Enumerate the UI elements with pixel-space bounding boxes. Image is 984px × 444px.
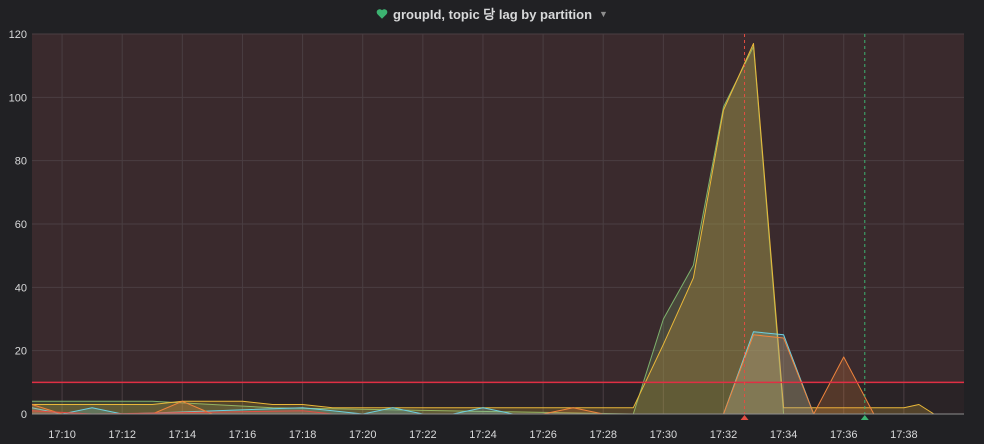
x-tick-label: 17:10 [48, 429, 76, 441]
x-tick-label: 17:38 [890, 429, 918, 441]
x-tick-label: 17:20 [349, 429, 377, 441]
y-tick-label: 20 [15, 346, 27, 358]
y-tick-label: 80 [15, 156, 27, 168]
y-tick-label: 60 [15, 219, 27, 231]
series-area-1 [32, 43, 934, 414]
lag-chart: 0 20 40 60 80 100 120 17:10 17:12 17:14 17:16 17:18… [9, 29, 964, 441]
y-tick-label: 0 [21, 409, 27, 421]
series-line-1 [32, 43, 935, 415]
heart-icon [376, 7, 388, 19]
x-tick-label: 17:22 [409, 429, 437, 441]
x-tick-label: 17:30 [650, 429, 678, 441]
chevron-down-icon[interactable]: ▼ [599, 8, 608, 19]
x-tick-label: 17:12 [108, 429, 136, 441]
x-tick-label: 17:24 [469, 429, 497, 441]
annotation-marker-0 [740, 415, 749, 420]
x-tick-label: 17:36 [830, 429, 858, 441]
y-tick-label: 120 [9, 29, 27, 41]
x-tick-label: 17:26 [529, 429, 557, 441]
x-tick-label: 17:18 [289, 429, 317, 441]
y-tick-label: 100 [9, 92, 27, 104]
x-tick-label: 17:32 [710, 429, 738, 441]
series-area-3 [32, 334, 934, 414]
threshold-fill [32, 34, 964, 383]
x-tick-label: 17:34 [770, 429, 798, 441]
series-area-0 [32, 46, 934, 414]
x-tick-label: 17:28 [589, 429, 617, 441]
panel-header[interactable]: groupId, topic 당 lag by partition ▼ [0, 0, 984, 26]
series-area-2 [32, 331, 934, 414]
x-tick-label: 17:16 [229, 429, 257, 441]
y-tick-label: 40 [15, 282, 27, 294]
panel-title[interactable]: groupId, topic 당 lag by partition [393, 6, 593, 22]
x-tick-label: 17:14 [169, 429, 197, 441]
annotation-marker-1 [860, 415, 869, 420]
